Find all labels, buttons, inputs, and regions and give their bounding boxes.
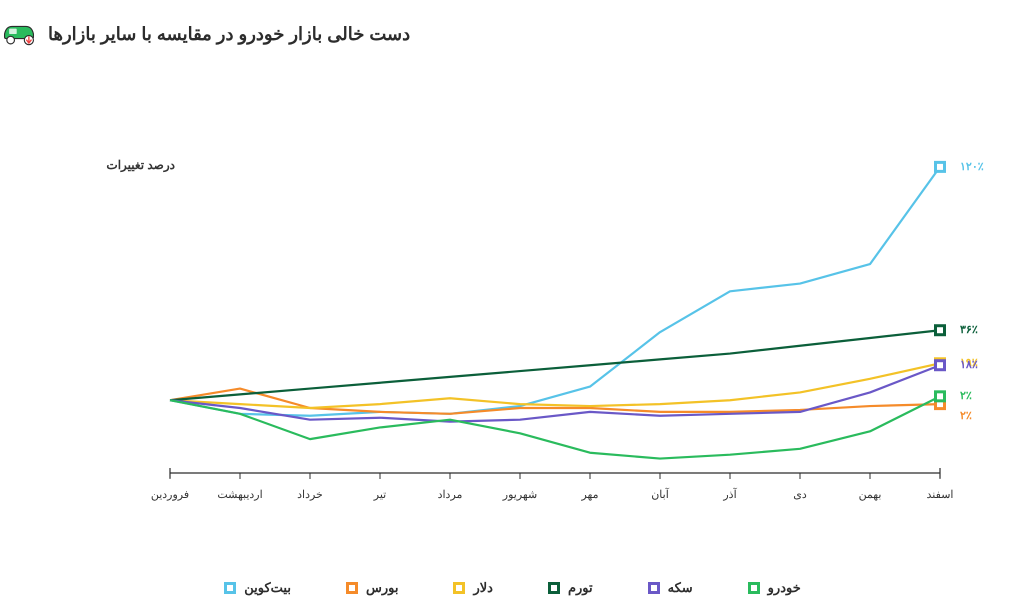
header: دست خالی بازار خودرو در مقایسه با سایر ب… bbox=[0, 0, 1025, 48]
legend-item-bitcoin: بیت‌کوین bbox=[224, 580, 291, 596]
legend-label: تورم bbox=[568, 580, 593, 596]
legend-marker bbox=[224, 582, 236, 594]
end-label-bitcoin: ۱۲۰٪ bbox=[960, 160, 1000, 173]
x-tick: دی bbox=[793, 488, 807, 501]
legend-item-dollar: دلار bbox=[453, 580, 492, 596]
legend-item-coin: سکه bbox=[648, 580, 693, 596]
legend-label: خودرو bbox=[768, 580, 801, 596]
legend-marker bbox=[346, 582, 358, 594]
end-marker-inflation bbox=[936, 326, 945, 335]
page-title: دست خالی بازار خودرو در مقایسه با سایر ب… bbox=[48, 24, 410, 45]
x-axis-labels: فروردیناردیبهشتخردادتیرمردادشهریورمهرآبا… bbox=[160, 488, 950, 518]
x-tick: مهر bbox=[581, 488, 598, 501]
legend-label: بیت‌کوین bbox=[244, 580, 291, 596]
plot-area: ۱۲۰٪۲٪۱۹٪۳۶٪۱۸٪۲٪ bbox=[160, 128, 950, 478]
legend-marker bbox=[748, 582, 760, 594]
series-inflation bbox=[170, 330, 940, 400]
series-bourse bbox=[170, 389, 940, 414]
x-tick: اسفند bbox=[927, 488, 954, 501]
x-tick: مرداد bbox=[438, 488, 463, 501]
legend-item-bourse: بورس bbox=[346, 580, 398, 596]
x-tick: آبان bbox=[651, 488, 669, 501]
legend-label: بورس bbox=[366, 580, 398, 596]
x-tick: بهمن bbox=[859, 488, 882, 501]
x-tick: آذر bbox=[723, 488, 736, 501]
legend: بیت‌کوین بورس دلار تورم سکه خودرو bbox=[0, 580, 1025, 596]
x-tick: اردیبهشت bbox=[217, 488, 262, 501]
series-coin bbox=[170, 365, 940, 421]
series-bitcoin bbox=[170, 167, 940, 416]
legend-marker bbox=[648, 582, 660, 594]
x-tick: تیر bbox=[374, 488, 386, 501]
legend-marker bbox=[453, 582, 465, 594]
chart: درصد تغییرات ۱۲۰٪۲٪۱۹٪۳۶٪۱۸٪۲٪ فروردینار… bbox=[0, 128, 1025, 558]
chart-svg bbox=[160, 128, 950, 478]
legend-label: سکه bbox=[668, 580, 693, 596]
end-label-bourse: ۲٪ bbox=[960, 409, 1000, 422]
end-label-coin: ۱۸٪ bbox=[960, 358, 1000, 371]
end-marker-car bbox=[936, 392, 945, 401]
legend-marker bbox=[548, 582, 560, 594]
x-tick: شهریور bbox=[503, 488, 537, 501]
car-icon bbox=[0, 20, 38, 48]
end-label-inflation: ۳۶٪ bbox=[960, 323, 1000, 336]
x-tick: فروردین bbox=[151, 488, 189, 501]
legend-label: دلار bbox=[473, 580, 492, 596]
legend-item-car: خودرو bbox=[748, 580, 801, 596]
x-tick: خرداد bbox=[297, 488, 323, 501]
end-marker-coin bbox=[936, 361, 945, 370]
legend-item-inflation: تورم bbox=[548, 580, 593, 596]
end-label-car: ۲٪ bbox=[960, 389, 1000, 402]
end-marker-bitcoin bbox=[936, 162, 945, 171]
